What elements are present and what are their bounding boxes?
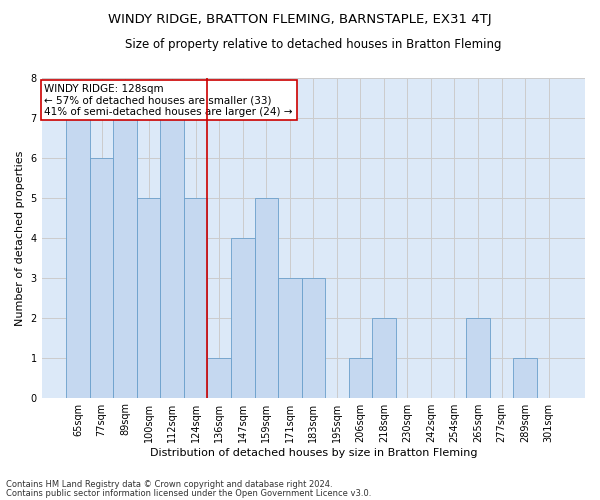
Bar	[302, 278, 325, 398]
Bar	[231, 238, 254, 398]
Bar	[160, 118, 184, 398]
Title: Size of property relative to detached houses in Bratton Fleming: Size of property relative to detached ho…	[125, 38, 502, 51]
X-axis label: Distribution of detached houses by size in Bratton Fleming: Distribution of detached houses by size …	[149, 448, 477, 458]
Bar	[67, 118, 90, 398]
Y-axis label: Number of detached properties: Number of detached properties	[15, 150, 25, 326]
Bar	[349, 358, 372, 398]
Bar	[513, 358, 537, 398]
Bar	[90, 158, 113, 398]
Bar	[466, 318, 490, 398]
Bar	[254, 198, 278, 398]
Text: Contains public sector information licensed under the Open Government Licence v3: Contains public sector information licen…	[6, 489, 371, 498]
Bar	[184, 198, 208, 398]
Text: Contains HM Land Registry data © Crown copyright and database right 2024.: Contains HM Land Registry data © Crown c…	[6, 480, 332, 489]
Bar	[137, 198, 160, 398]
Bar	[208, 358, 231, 398]
Bar	[278, 278, 302, 398]
Text: WINDY RIDGE, BRATTON FLEMING, BARNSTAPLE, EX31 4TJ: WINDY RIDGE, BRATTON FLEMING, BARNSTAPLE…	[108, 12, 492, 26]
Bar	[372, 318, 395, 398]
Bar	[113, 118, 137, 398]
Text: WINDY RIDGE: 128sqm
← 57% of detached houses are smaller (33)
41% of semi-detach: WINDY RIDGE: 128sqm ← 57% of detached ho…	[44, 84, 293, 117]
